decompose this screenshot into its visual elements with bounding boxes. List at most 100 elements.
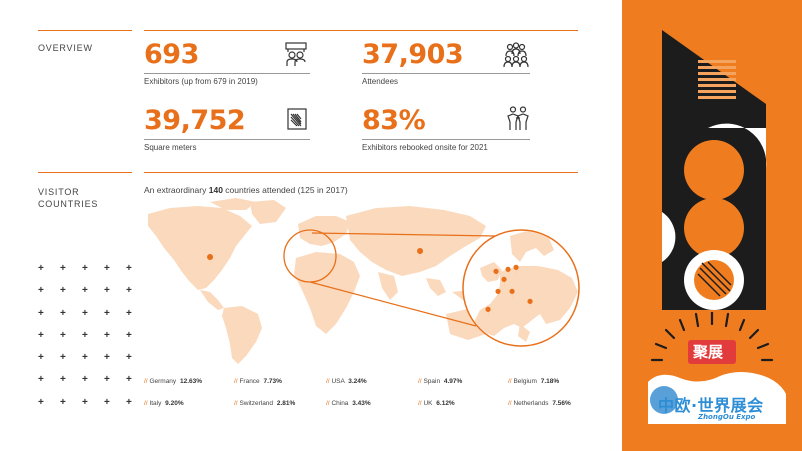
plus-mark: + xyxy=(60,374,66,386)
plus-mark: + xyxy=(82,263,88,274)
visitors-title-line2: COUNTRIES xyxy=(38,199,99,209)
watermark: 聚展 中欧·世界展会 ZhongOu Expo xyxy=(640,312,790,442)
plus-mark: + xyxy=(38,396,44,408)
visitors-subhead: An extraordinary 140 countries attended … xyxy=(144,185,348,195)
plus-mark: + xyxy=(82,307,88,319)
stat-rebooked: 83% Exhibitors rebooked onsite for 2021 xyxy=(362,106,530,152)
overview-rule xyxy=(38,30,132,31)
brand-graphic xyxy=(662,30,767,310)
map-greenland xyxy=(250,200,286,224)
legend-belgium: // Belgium 7.18% xyxy=(508,378,560,385)
watermark-subtitle: ZhongOu Expo xyxy=(698,413,756,421)
pin-usa xyxy=(207,254,214,266)
booth-icon xyxy=(285,42,307,66)
map-north-america xyxy=(148,206,252,290)
map-india xyxy=(378,272,398,300)
plus-mark: + xyxy=(82,285,88,297)
plus-mark: + xyxy=(126,352,132,364)
plus-mark: + xyxy=(126,396,132,408)
plus-mark: + xyxy=(38,352,44,364)
subhead-count: 140 xyxy=(208,185,223,195)
pin-italy xyxy=(527,298,533,310)
brand-panel xyxy=(622,0,802,451)
plus-mark: + xyxy=(38,374,44,386)
map-asia xyxy=(346,206,486,276)
stat-divider xyxy=(362,139,530,140)
legend-netherlands: // Netherlands 7.56% xyxy=(508,400,571,407)
world-map xyxy=(148,198,497,364)
map-south-america xyxy=(222,306,262,364)
legend-usa: // USA 3.24% xyxy=(326,378,367,385)
pin-belgium xyxy=(501,276,507,288)
stat-divider xyxy=(362,73,530,74)
map-greenland-west xyxy=(210,198,256,210)
pin-spain xyxy=(485,306,491,318)
overview-title: OVERVIEW xyxy=(38,43,93,53)
pin-netherlands xyxy=(505,266,511,278)
plus-mark: + xyxy=(104,307,110,319)
plus-mark: + xyxy=(82,374,88,386)
stat-exhibitors: 693 Exhibitors (up from 679 in 2019) xyxy=(144,40,310,86)
watermark-burst-icon xyxy=(648,312,786,424)
visitors-title-line1: VISITOR xyxy=(38,187,80,197)
pin-china xyxy=(417,248,424,260)
pin-germany xyxy=(513,264,519,276)
plus-mark: + xyxy=(38,285,44,297)
overview-rule-right xyxy=(144,30,578,31)
plus-mark: + xyxy=(104,285,110,297)
watermark-title: 中欧·世界展会 xyxy=(658,396,764,415)
stat-attendees: 37,903 Attendees xyxy=(362,40,530,86)
stat-divider xyxy=(144,73,310,74)
plus-mark: + xyxy=(104,352,110,364)
plus-mark: + xyxy=(60,329,66,341)
plus-mark: + xyxy=(60,307,66,319)
pin-uk xyxy=(493,268,499,280)
legend-france: // France 7.73% xyxy=(234,378,282,385)
legend-switzerland: // Switzerland 2.81% xyxy=(234,400,296,407)
plus-mark: + xyxy=(104,396,110,408)
stat-value: 83% xyxy=(362,105,426,136)
people-group-icon xyxy=(503,42,529,68)
plus-mark: + xyxy=(104,329,110,341)
legend-spain: // Spain 4.97% xyxy=(418,378,463,385)
plus-mark: + xyxy=(38,307,44,319)
plus-mark: + xyxy=(60,352,66,364)
watermark-badge: 聚展 xyxy=(693,343,724,361)
plus-mark: + xyxy=(38,263,44,274)
plus-mark: + xyxy=(126,307,132,319)
pin-france xyxy=(509,288,515,300)
stat-caption: Attendees xyxy=(362,77,399,86)
stat-value: 39,752 xyxy=(144,105,246,136)
plus-mark: + xyxy=(126,263,132,274)
legend-italy: // Italy 9.20% xyxy=(144,400,184,407)
subhead-pre: An extraordinary xyxy=(144,185,209,195)
legend-china: // China 3.43% xyxy=(326,400,371,407)
floor-area-icon xyxy=(287,108,307,130)
plus-mark: + xyxy=(104,374,110,386)
stat-caption: Square meters xyxy=(144,143,197,152)
pin-switzerland xyxy=(495,288,501,300)
stat-caption: Exhibitors (up from 679 in 2019) xyxy=(144,77,258,86)
plus-mark: + xyxy=(82,329,88,341)
stat-caption: Exhibitors rebooked onsite for 2021 xyxy=(362,143,488,152)
plus-mark: + xyxy=(60,396,66,408)
legend-germany: // Germany 12.63% xyxy=(144,378,203,385)
legend-uk: // UK 6.12% xyxy=(418,400,455,407)
visitors-rule-right xyxy=(144,172,578,173)
map-central-america xyxy=(200,290,224,310)
visitors-title: VISITOR COUNTRIES xyxy=(38,186,98,210)
plus-pattern: + + + + + + + + + + + + + + + + + + + + + + + + + + + + + + + + + + + xyxy=(38,263,148,420)
europe-zoom xyxy=(462,229,580,347)
stat-square-meters: 39,752 Square meters xyxy=(144,106,310,152)
two-people-icon xyxy=(507,106,529,130)
visitors-rule xyxy=(38,172,132,173)
map-europe xyxy=(298,216,350,246)
map-africa xyxy=(294,252,360,334)
plus-mark: + xyxy=(126,374,132,386)
stat-value: 37,903 xyxy=(362,39,464,70)
plus-mark: + xyxy=(126,329,132,341)
plus-mark: + xyxy=(60,285,66,297)
subhead-post: countries attended (125 in 2017) xyxy=(222,185,348,195)
plus-mark: + xyxy=(126,285,132,297)
plus-mark: + xyxy=(60,263,66,274)
